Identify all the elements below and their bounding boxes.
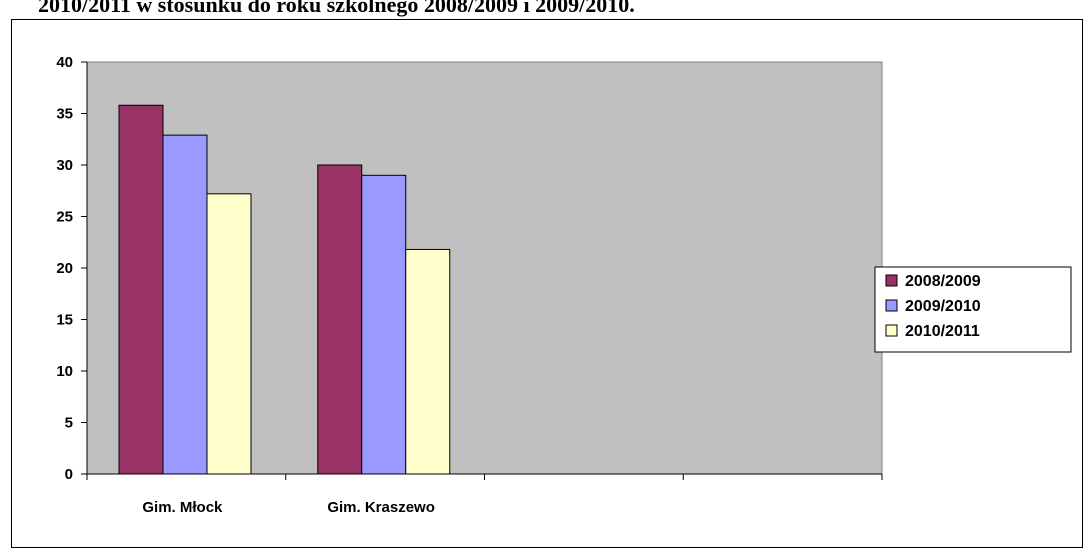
legend-box [874,266,1072,353]
bar-2008-2009-0 [118,104,164,475]
y-tick-label: 5 [65,415,73,432]
bar-2009-2010-1 [361,174,407,475]
y-tick-label: 0 [65,466,73,483]
legend-swatch [885,274,898,287]
bar-2008-2009-1 [317,164,363,475]
bar-2010-2011-0 [206,193,252,475]
y-tick-label: 10 [56,363,73,380]
x-category-label: Gim. Kraszewo [327,499,435,516]
legend-label: 2010/2011 [905,323,980,340]
y-tick-label: 20 [56,260,73,277]
y-tick-label: 25 [56,209,73,226]
page-heading: 2010/2011 w stosunku do roku szkolnego 2… [38,0,635,17]
bars-group [118,104,451,475]
y-tick-label: 35 [56,106,73,123]
x-category-label: Gim. Młock [142,499,223,516]
y-tick-label: 15 [56,312,73,329]
legend-swatch [885,324,898,337]
bar-2009-2010-0 [162,134,208,475]
x-axis-ticks: Gim. Młock Gim. Kraszewo [86,474,883,516]
bar-2010-2011-1 [405,248,451,475]
legend-label: 2009/2010 [905,298,981,315]
y-axis-ticks: 0 5 10 15 20 25 30 35 40 [56,54,87,483]
y-tick-label: 30 [56,157,73,174]
legend-label: 2008/2009 [905,273,981,290]
legend-swatch [885,299,898,312]
y-tick-label: 40 [56,54,73,71]
legend: 2008/2009 2009/2010 2010/2011 [874,266,1072,353]
